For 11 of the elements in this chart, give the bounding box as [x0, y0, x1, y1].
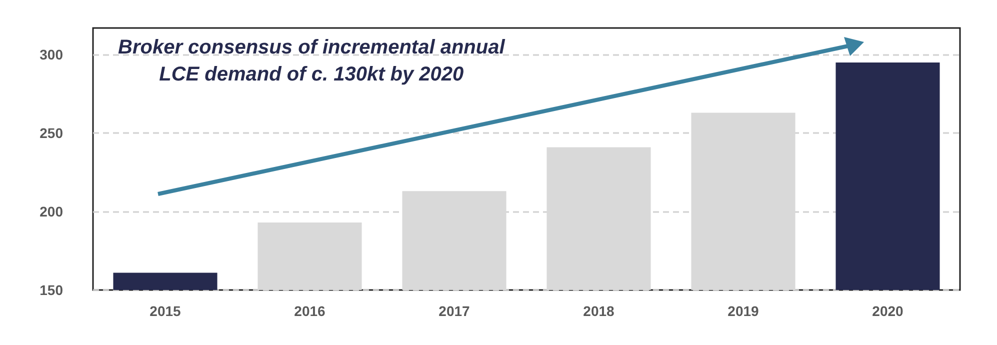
annotation: Broker consensus of incremental annual LCE demand of c. 130kt by 2020 [118, 36, 506, 86]
x-tick-label: 2019 [728, 303, 760, 319]
x-tick-label: 2020 [872, 303, 904, 319]
x-tick-label: 2018 [583, 303, 615, 319]
y-tick-label: 250 [40, 125, 64, 142]
x-tick-label: 2017 [438, 303, 470, 319]
y-tick-label: 150 [40, 282, 64, 298]
y-tick-label: 200 [40, 204, 64, 220]
x-tick-label: 2015 [150, 303, 182, 319]
y-tick-label: 300 [40, 46, 64, 63]
x-tick-label: 2016 [294, 303, 326, 319]
